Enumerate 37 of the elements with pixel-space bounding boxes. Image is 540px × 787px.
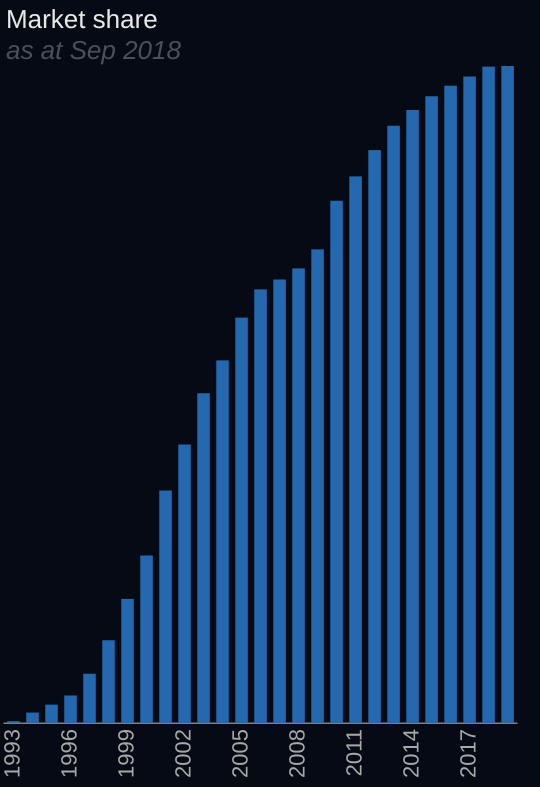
bar — [121, 598, 134, 724]
bar — [178, 444, 191, 724]
bar — [102, 640, 115, 724]
x-tick-label: 2002 — [170, 729, 196, 778]
x-tick-label: 1999 — [114, 729, 139, 778]
bar — [330, 200, 343, 724]
x-tick-label: 2008 — [284, 729, 310, 778]
bar — [83, 674, 96, 724]
x-tick-label: 1993 — [0, 729, 25, 778]
bar — [425, 96, 438, 724]
bar — [349, 176, 362, 724]
bar — [26, 712, 39, 724]
bar — [159, 490, 172, 724]
x-tick-label: 2005 — [228, 729, 253, 778]
bar — [482, 66, 495, 724]
chart-title: Market share — [6, 4, 159, 34]
bar — [501, 66, 514, 724]
bar — [444, 86, 457, 724]
bar — [254, 289, 267, 724]
bar — [64, 695, 77, 724]
x-tick-label: 2011 — [342, 729, 367, 776]
x-tick-label: 2014 — [398, 729, 424, 778]
bar — [387, 126, 400, 724]
bar — [273, 280, 286, 724]
bar — [406, 110, 419, 724]
bar — [368, 150, 381, 724]
bar — [463, 76, 476, 724]
bar — [45, 704, 58, 724]
x-tick-label: 2017 — [456, 729, 481, 778]
bar — [311, 249, 324, 724]
bar — [292, 268, 305, 724]
chart-subtitle: as at Sep 2018 — [6, 34, 182, 66]
x-tick-label: 1996 — [56, 729, 82, 778]
bar — [197, 393, 210, 724]
bar — [216, 360, 229, 724]
bar — [235, 318, 248, 724]
bar — [140, 556, 153, 724]
